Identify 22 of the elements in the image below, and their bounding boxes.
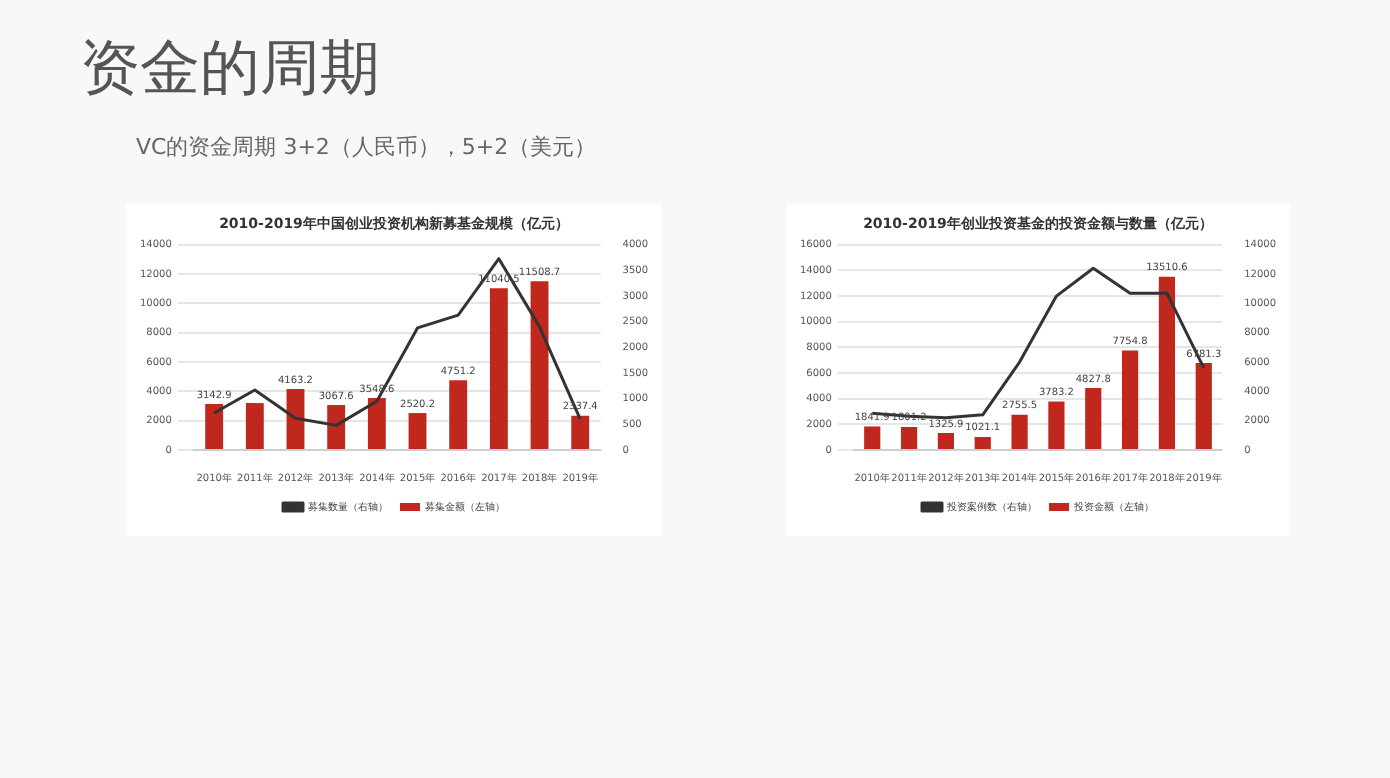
bar <box>900 426 918 449</box>
text: 资金的周期 <box>80 32 380 108</box>
bar <box>1048 401 1065 449</box>
bar <box>864 426 881 449</box>
bar <box>367 397 386 449</box>
bar <box>530 281 549 449</box>
bar <box>571 415 590 449</box>
bar <box>1195 363 1212 449</box>
bar <box>1158 276 1176 449</box>
bar <box>286 388 305 449</box>
bar <box>937 433 955 449</box>
bar <box>1121 350 1139 449</box>
bar <box>245 403 264 449</box>
bar <box>408 413 427 449</box>
bar <box>489 288 508 449</box>
bar <box>205 403 224 449</box>
text: VC的资金周期 3+2（人民币），5+2（美元） <box>136 132 597 162</box>
bar <box>327 405 346 449</box>
bar <box>1011 414 1028 449</box>
bar <box>974 436 991 449</box>
bar <box>1085 388 1102 449</box>
bar <box>449 380 468 449</box>
